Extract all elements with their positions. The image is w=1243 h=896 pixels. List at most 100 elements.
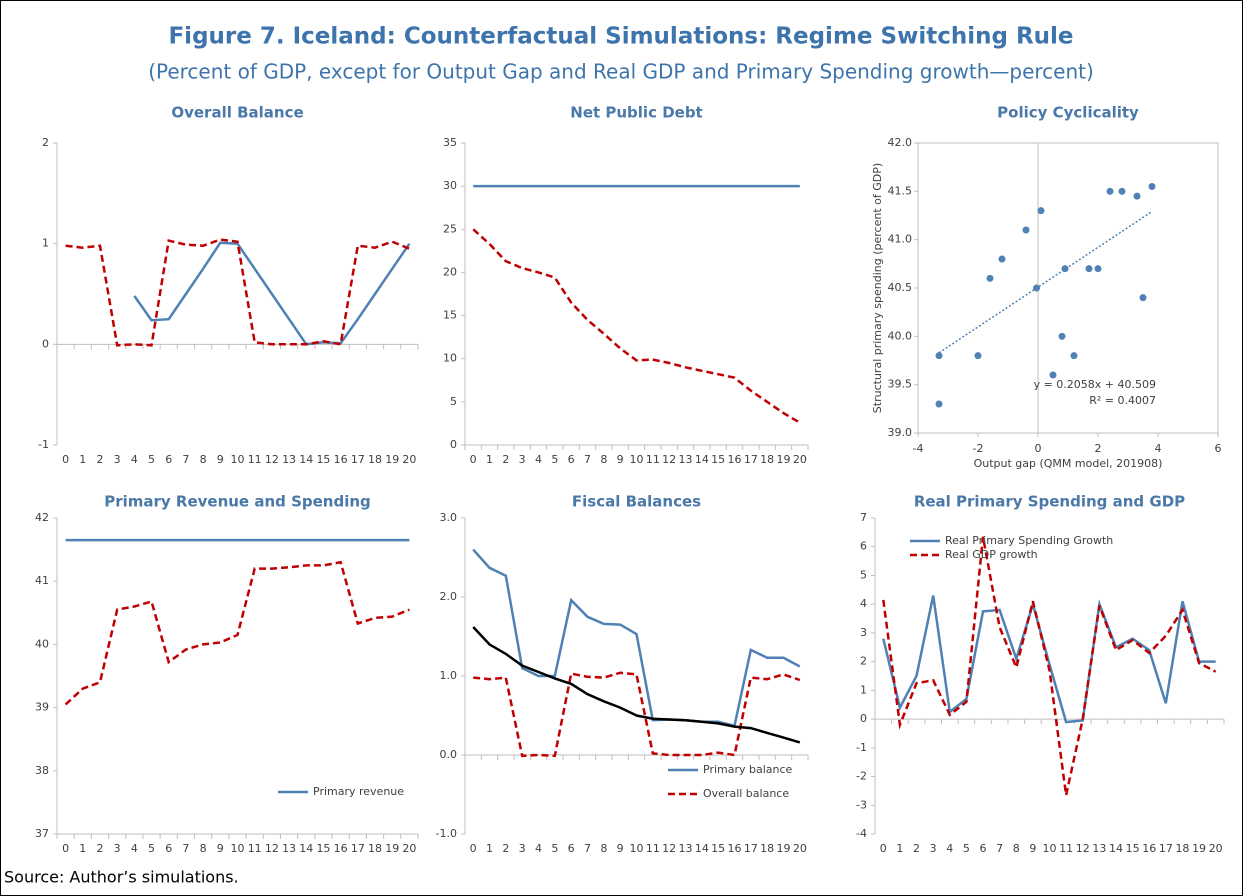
x-tick-label: 16 <box>334 453 348 466</box>
x-tick-label: 18 <box>368 453 382 466</box>
x-tick-label: 13 <box>1092 842 1106 855</box>
y-tick-label: 1 <box>860 683 867 696</box>
y-tick-label: 42.0 <box>888 136 913 149</box>
x-tick-label: 10 <box>231 842 245 855</box>
x-tick-label: 17 <box>744 842 758 855</box>
x-tick-label: 2 <box>1095 442 1102 455</box>
x-tick-label: 5 <box>963 842 970 855</box>
series-line <box>472 548 801 728</box>
series-line <box>882 536 1217 796</box>
chart-title: Net Public Debt <box>570 104 702 122</box>
y-tick-label: 39.5 <box>888 378 913 391</box>
x-tick-label: 5 <box>148 842 155 855</box>
x-tick-label: 16 <box>728 453 742 466</box>
y-tick-label: 0 <box>860 712 867 725</box>
x-tick-label: 0 <box>62 453 69 466</box>
y-tick-label: 20 <box>443 265 457 278</box>
x-tick-label: 7 <box>182 453 189 466</box>
chart-title: Primary Revenue and Spending <box>104 493 371 511</box>
x-tick-label: 8 <box>200 842 207 855</box>
x-tick-label: 10 <box>630 453 644 466</box>
y-tick-label: 41.5 <box>888 184 913 197</box>
x-tick-label: 17 <box>1159 842 1173 855</box>
x-tick-label: 7 <box>584 842 591 855</box>
x-tick-label: 20 <box>793 842 807 855</box>
scatter-point <box>1148 183 1156 190</box>
y-tick-label: 37 <box>35 827 49 840</box>
scatter-point <box>935 400 943 408</box>
x-tick-label: 10 <box>231 453 245 466</box>
x-tick-label: 20 <box>1209 842 1223 855</box>
y-tick-label: 2 <box>860 655 867 668</box>
legend-label: Primary revenue <box>313 785 404 798</box>
x-tick-label: 11 <box>646 842 660 855</box>
x-tick-label: 2 <box>502 842 509 855</box>
x-tick-label: 9 <box>617 842 624 855</box>
figure-title: Figure 7. Iceland: Counterfactual Simula… <box>168 24 1073 50</box>
series-line <box>65 238 410 347</box>
y-tick-label: 5 <box>450 395 457 408</box>
x-tick-label: 0 <box>1035 442 1042 455</box>
series-line <box>473 671 801 758</box>
scatter-point <box>1033 284 1040 292</box>
y-axis-title: Structural primary spending (percent of … <box>871 163 884 413</box>
figure-subtitle: (Percent of GDP, except for Output Gap a… <box>148 60 1094 84</box>
x-tick-label: 19 <box>1192 842 1206 855</box>
x-tick-label: 7 <box>584 453 591 466</box>
x-tick-label: 4 <box>535 453 542 466</box>
y-tick-label: 30 <box>443 179 457 192</box>
x-tick-label: 0 <box>470 453 477 466</box>
scatter-point <box>1037 207 1045 215</box>
x-tick-label: 12 <box>265 842 279 855</box>
y-tick-label: 40.5 <box>888 281 913 294</box>
y-tick-label: 7 <box>860 511 867 524</box>
y-tick-label: 42 <box>35 511 49 524</box>
x-tick-label: 1 <box>896 842 903 855</box>
x-tick-label: 11 <box>248 842 262 855</box>
x-tick-label: 14 <box>1109 842 1123 855</box>
x-tick-label: 19 <box>777 453 791 466</box>
scatter-point <box>1085 265 1093 273</box>
x-tick-label: 19 <box>777 842 791 855</box>
x-tick-label: 15 <box>316 842 330 855</box>
chart-title: Real Primary Spending and GDP <box>914 493 1185 511</box>
x-tick-label: 14 <box>299 453 313 466</box>
x-tick-label: 11 <box>646 453 660 466</box>
y-tick-label: -3 <box>856 798 867 811</box>
legend-label: Primary balance <box>703 763 793 776</box>
series-line <box>64 560 410 706</box>
y-tick-label: 2.0 <box>440 590 458 603</box>
x-tick-label: 12 <box>1076 842 1090 855</box>
x-tick-label: 4 <box>131 842 138 855</box>
x-tick-label: 15 <box>711 453 725 466</box>
x-tick-label: 4 <box>1155 442 1162 455</box>
x-tick-label: 20 <box>402 842 416 855</box>
y-tick-label: -1 <box>856 741 867 754</box>
y-tick-label: -1.0 <box>436 827 457 840</box>
y-tick-label: 39.0 <box>888 426 913 439</box>
x-tick-label: 13 <box>282 842 296 855</box>
x-tick-label: 7 <box>996 842 1003 855</box>
x-tick-label: 20 <box>402 453 416 466</box>
x-tick-label: 6 <box>980 842 987 855</box>
scatter-point <box>1049 371 1057 379</box>
x-tick-label: 9 <box>617 453 624 466</box>
x-tick-label: 9 <box>217 842 224 855</box>
y-tick-label: 4 <box>860 597 867 610</box>
x-tick-label: 6 <box>165 453 172 466</box>
x-tick-label: 2 <box>96 842 103 855</box>
chart-title: Overall Balance <box>171 104 303 122</box>
x-tick-label: 1 <box>79 453 86 466</box>
chart-title: Fiscal Balances <box>572 493 701 511</box>
x-tick-label: 11 <box>248 453 262 466</box>
x-axis-title: Output gap (QMM model, 201908) <box>974 457 1163 470</box>
x-tick-label: 8 <box>200 453 207 466</box>
x-tick-label: 8 <box>600 842 607 855</box>
x-tick-label: 13 <box>679 842 693 855</box>
y-tick-label: 41.0 <box>888 233 913 246</box>
x-tick-label: 19 <box>385 453 399 466</box>
y-tick-label: 40 <box>35 637 49 650</box>
legend-label: Real GDP growth <box>945 548 1038 561</box>
x-tick-label: 3 <box>114 842 121 855</box>
x-tick-label: 1 <box>486 842 493 855</box>
